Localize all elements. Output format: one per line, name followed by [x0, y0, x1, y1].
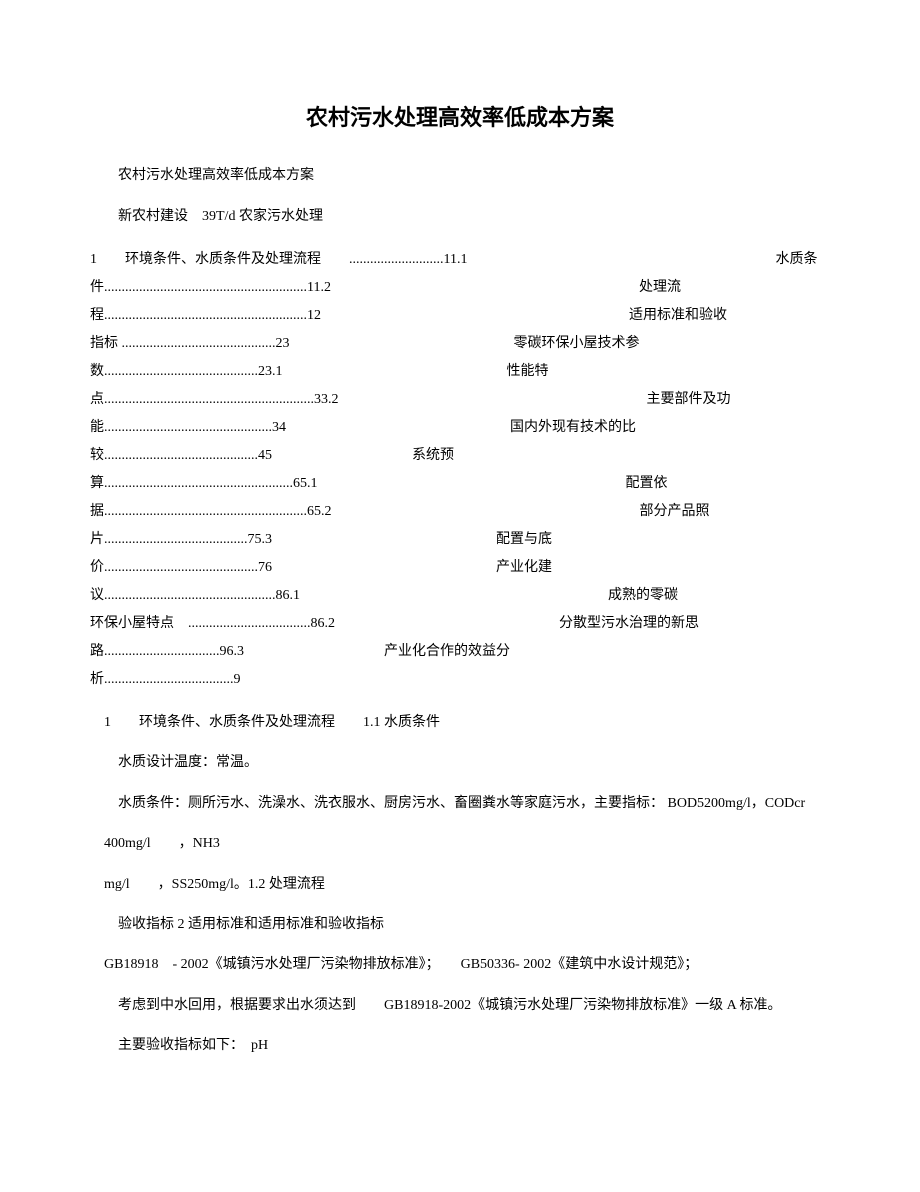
toc-seg: 析.....................................9 [90, 672, 241, 687]
body-text: mg/l ，SS250mg/l。1.2 处理流程 [90, 874, 830, 896]
toc-seg: 主要部件及功 [647, 392, 731, 407]
toc-seg: 处理流 [639, 280, 681, 295]
toc-seg: 水质条 [775, 252, 817, 267]
toc-seg: 算.......................................… [90, 476, 318, 491]
toc-seg: 配置与底 [496, 532, 552, 547]
toc-seg: 片.......................................… [90, 532, 272, 547]
subtitle-line-2: 新农村建设 39T/d 农家污水处理 [90, 206, 830, 228]
toc-seg: 系统预 [412, 448, 454, 463]
toc-seg: 议.......................................… [90, 588, 300, 603]
body-text: 考虑到中水回用，根据要求出水须达到 GB18918-2002《城镇污水处理厂污染… [90, 995, 830, 1017]
toc-seg: 分散型污水治理的新思 [559, 616, 699, 631]
body-text: 水质条件：厕所污水、洗澡水、洗衣服水、厨房污水、畜圈粪水等家庭污水，主要指标： … [90, 793, 830, 815]
body-text: 主要验收指标如下： pH [90, 1035, 830, 1057]
body-text: GB18918 - 2002《城镇污水处理厂污染物排放标准》； GB50336-… [90, 954, 830, 976]
toc-seg: 据.......................................… [90, 504, 332, 519]
toc-seg: 点.......................................… [90, 392, 339, 407]
toc-seg: 适用标准和验收 [629, 308, 727, 323]
toc-seg: 部分产品照 [640, 504, 710, 519]
toc-seg: 件.......................................… [90, 280, 331, 295]
toc-seg: 环保小屋特点 .................................… [90, 616, 335, 631]
toc-seg: 能.......................................… [90, 420, 286, 435]
toc-seg: 零碳环保小屋技术参 [514, 336, 640, 351]
section-heading-2: 验收指标 2 适用标准和适用标准和验收指标 [90, 914, 830, 936]
subtitle-line-1: 农村污水处理高效率低成本方案 [90, 165, 830, 187]
toc-seg: 较.......................................… [90, 448, 272, 463]
section-heading-1: 1 环境条件、水质条件及处理流程 1.1 水质条件 [90, 712, 830, 734]
toc-seg: 性能特 [507, 364, 549, 379]
toc-seg: 程.......................................… [90, 308, 321, 323]
body-text: 水质设计温度：常温。 [90, 752, 830, 774]
toc-seg: 指标 .....................................… [90, 336, 290, 351]
table-of-contents: 1 环境条件、水质条件及处理流程 .......................… [90, 246, 830, 694]
toc-seg: 1 环境条件、水质条件及处理流程 .......................… [90, 252, 467, 267]
toc-seg: 产业化合作的效益分 [384, 644, 510, 659]
toc-seg: 路.................................96.3 [90, 644, 244, 659]
page-title: 农村污水处理高效率低成本方案 [90, 100, 830, 135]
toc-seg: 数.......................................… [90, 364, 283, 379]
toc-seg: 国内外现有技术的比 [510, 420, 636, 435]
toc-seg: 配置依 [626, 476, 668, 491]
body-text: 400mg/l ，NH3 [90, 833, 830, 855]
toc-seg: 成熟的零碳 [608, 588, 678, 603]
toc-seg: 价.......................................… [90, 560, 272, 575]
toc-seg: 产业化建 [496, 560, 552, 575]
